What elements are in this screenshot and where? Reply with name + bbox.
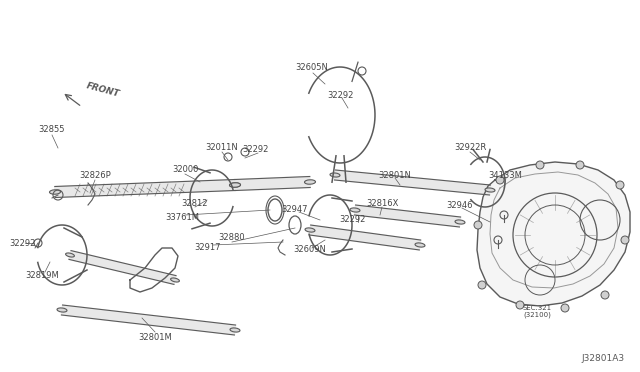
Text: 32819M: 32819M (25, 270, 59, 279)
Text: 32609N: 32609N (294, 246, 326, 254)
Text: 32880: 32880 (219, 232, 245, 241)
Text: 32292: 32292 (339, 215, 365, 224)
Polygon shape (69, 251, 176, 284)
Text: 33761M: 33761M (165, 214, 199, 222)
Ellipse shape (485, 188, 495, 192)
Polygon shape (61, 305, 236, 335)
Ellipse shape (66, 253, 74, 257)
Text: 32000: 32000 (172, 166, 198, 174)
Polygon shape (477, 162, 630, 306)
Text: 32816X: 32816X (366, 199, 398, 208)
Circle shape (561, 304, 569, 312)
Ellipse shape (49, 190, 61, 194)
Text: SEC.321
(32100): SEC.321 (32100) (522, 305, 552, 318)
Ellipse shape (57, 308, 67, 312)
Ellipse shape (350, 208, 360, 212)
Text: 32011N: 32011N (205, 144, 238, 153)
Ellipse shape (230, 328, 240, 332)
Ellipse shape (330, 173, 340, 177)
Text: 32801M: 32801M (138, 334, 172, 343)
Circle shape (536, 161, 544, 169)
Text: 32292: 32292 (9, 238, 35, 247)
Text: 32292: 32292 (327, 90, 353, 99)
Circle shape (616, 181, 624, 189)
Circle shape (601, 291, 609, 299)
Polygon shape (309, 225, 420, 250)
Ellipse shape (305, 180, 316, 184)
Polygon shape (55, 180, 236, 198)
Text: J32801A3: J32801A3 (582, 354, 625, 363)
Text: 32946: 32946 (447, 201, 473, 209)
Circle shape (621, 236, 629, 244)
Circle shape (474, 221, 482, 229)
Text: 34133M: 34133M (488, 170, 522, 180)
Polygon shape (235, 176, 310, 190)
Circle shape (496, 176, 504, 184)
Text: 32947: 32947 (282, 205, 308, 215)
Circle shape (576, 161, 584, 169)
Circle shape (516, 301, 524, 309)
Text: 32801N: 32801N (379, 170, 412, 180)
Text: 32812: 32812 (182, 199, 208, 208)
Text: 32855: 32855 (39, 125, 65, 135)
Text: 32292: 32292 (242, 145, 268, 154)
Text: 32917: 32917 (195, 244, 221, 253)
Circle shape (478, 281, 486, 289)
Ellipse shape (415, 243, 425, 247)
Text: 32605N: 32605N (296, 64, 328, 73)
Ellipse shape (230, 183, 241, 187)
Text: 32922R: 32922R (454, 144, 486, 153)
Ellipse shape (171, 278, 179, 282)
Ellipse shape (305, 228, 315, 232)
Polygon shape (335, 170, 490, 195)
Text: 32826P: 32826P (79, 170, 111, 180)
Polygon shape (355, 205, 461, 227)
Ellipse shape (455, 220, 465, 224)
Ellipse shape (230, 183, 241, 187)
Text: FRONT: FRONT (85, 81, 120, 99)
